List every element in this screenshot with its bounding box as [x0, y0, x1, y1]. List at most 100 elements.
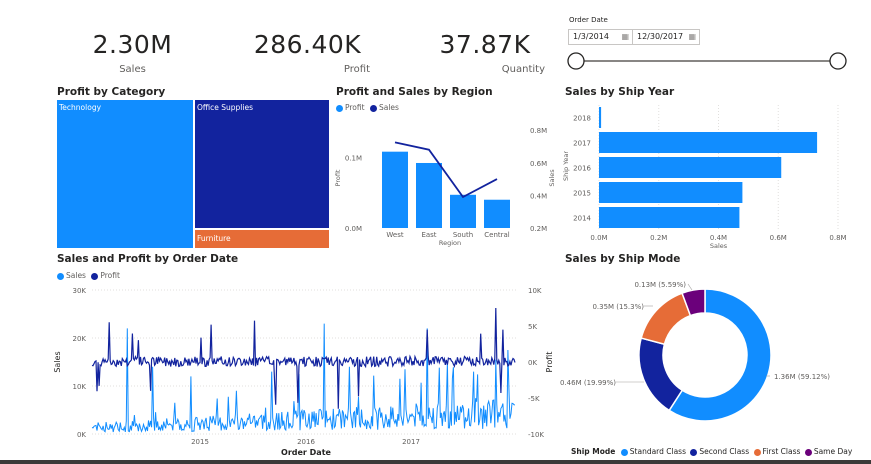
- calendar-icon[interactable]: ▦: [688, 32, 696, 41]
- kpi-sales-label: Sales: [119, 64, 146, 75]
- legend-standard-class[interactable]: Standard Class: [629, 447, 687, 456]
- y2-axis-label: Sales: [548, 169, 556, 187]
- legend-dot-icon: [336, 104, 343, 112]
- bar-profit-south: [450, 194, 476, 228]
- x-tick-label: 0.8M: [829, 234, 846, 242]
- kpi-quantity-value: 37.87K: [439, 30, 531, 59]
- region-legend: Profit Sales: [336, 103, 399, 112]
- y-tick-label: 0.0M: [345, 225, 362, 233]
- y2-tick-label: 5K: [528, 323, 537, 331]
- legend-same-day[interactable]: Same Day: [813, 447, 853, 456]
- order-date-label: Order Date: [569, 16, 608, 24]
- x-axis-label: Sales: [710, 242, 728, 250]
- y2-tick-label: 0.4M: [530, 192, 547, 200]
- ship-year-title: Sales by Ship Year: [565, 86, 675, 98]
- legend-sales[interactable]: Sales: [66, 271, 86, 280]
- ship-mode-title: Sales by Ship Mode: [565, 253, 681, 265]
- date-range-slider[interactable]: [565, 50, 850, 72]
- x-axis-label: Region: [439, 239, 461, 247]
- x-tick-label: 2017: [402, 438, 420, 446]
- legend-dot-icon: [91, 272, 99, 280]
- y2-tick-label: 0.6M: [530, 160, 547, 168]
- slice-standard-class: [668, 288, 772, 422]
- legend-second-class[interactable]: Second Class: [699, 447, 750, 456]
- start-date-input[interactable]: 1/3/2014 ▦: [568, 29, 633, 45]
- bar-profit-central: [484, 199, 510, 228]
- y-axis-label: Sales: [53, 351, 62, 372]
- y-tick-label: 0.1M: [345, 154, 362, 162]
- treemap-office-supplies[interactable]: Office Supplies: [195, 100, 329, 228]
- y-tick-label: 2018: [573, 115, 591, 123]
- slice-second-class: [638, 337, 684, 412]
- kpi-profit-value: 286.40K: [253, 30, 362, 59]
- ship-mode-legend: Ship Mode Standard Class Second Class Fi…: [571, 447, 852, 456]
- legend-first-class[interactable]: First Class: [762, 447, 801, 456]
- y2-tick-label: 0K: [528, 359, 537, 367]
- legend-dot-icon: [620, 448, 628, 456]
- slice-first-class: [640, 292, 692, 346]
- legend-dot-icon: [690, 448, 698, 456]
- legend-profit[interactable]: Profit: [345, 103, 365, 112]
- legend-sales[interactable]: Sales: [378, 103, 399, 112]
- legend-dot-icon: [753, 448, 761, 456]
- end-date-input[interactable]: 12/30/2017 ▦: [632, 29, 700, 45]
- data-label: 0.46M (19.99%): [560, 379, 616, 387]
- data-label: 0.13M (5.59%): [634, 281, 686, 289]
- y-tick-label: 30K: [73, 287, 87, 295]
- bar-profit-east: [416, 162, 442, 228]
- treemap-furniture[interactable]: Furniture: [195, 230, 329, 248]
- calendar-icon[interactable]: ▦: [621, 32, 629, 41]
- y2-tick-label: 0.2M: [530, 225, 547, 233]
- line-profit: [91, 307, 516, 409]
- treemap-label: Office Supplies: [197, 103, 254, 112]
- y2-axis-label: Profit: [545, 352, 554, 373]
- x-tick-label: 2016: [297, 438, 315, 446]
- y-tick-label: 10K: [73, 383, 87, 391]
- order-date-chart: 0K 10K 20K 30K -10K -5K 0K 5K 10K Sales Profit 2015…: [53, 287, 554, 457]
- y-tick-label: 0K: [77, 431, 86, 439]
- y-axis-label: Ship Year: [562, 151, 570, 181]
- x-tick-label: East: [421, 231, 436, 239]
- x-tick-label: 2015: [191, 438, 209, 446]
- bar-2017: [599, 132, 818, 153]
- region-chart-title: Profit and Sales by Region: [336, 86, 493, 98]
- legend-dot-icon: [57, 272, 64, 280]
- treemap-technology[interactable]: Technology: [57, 100, 193, 248]
- kpi-quantity-label: Quantity: [501, 64, 545, 75]
- y2-tick-label: -5K: [528, 395, 540, 403]
- x-tick-label: 0.0M: [590, 234, 607, 242]
- treemap-title: Profit by Category: [57, 86, 166, 98]
- y-tick-label: 20K: [73, 335, 87, 343]
- y-axis-label: Profit: [334, 169, 342, 186]
- x-tick-label: West: [386, 231, 403, 239]
- data-label: 0.35M (15.3%): [592, 303, 644, 311]
- legend-dot-icon: [804, 448, 812, 456]
- x-tick-label: 0.2M: [650, 234, 667, 242]
- bar-2018: [599, 107, 602, 128]
- x-tick-label: 0.6M: [770, 234, 787, 242]
- y-tick-label: 2014: [573, 215, 591, 223]
- slider-start-handle[interactable]: [567, 52, 585, 70]
- x-tick-label: 0.4M: [710, 234, 727, 242]
- slice-same-day: [681, 288, 706, 317]
- treemap-label: Technology: [59, 103, 102, 112]
- x-tick-label: Central: [484, 231, 510, 239]
- y2-tick-label: 0.8M: [530, 127, 547, 135]
- legend-title: Ship Mode: [571, 447, 616, 456]
- x-tick-label: South: [453, 231, 473, 239]
- y-tick-label: 2015: [573, 190, 591, 198]
- bar-profit-west: [382, 151, 408, 228]
- treemap-label: Furniture: [197, 234, 231, 243]
- slider-end-handle[interactable]: [829, 52, 847, 70]
- line-sales: [394, 141, 498, 199]
- y-tick-label: 2017: [573, 140, 591, 148]
- start-date-value: 1/3/2014: [573, 32, 609, 41]
- line-sales: [91, 323, 516, 433]
- kpi-profit-label: Profit: [343, 64, 370, 75]
- region-chart: 0.0M 0.1M 0.2M 0.4M 0.6M 0.8M Profit Sales West E…: [334, 127, 556, 247]
- y2-tick-label: 10K: [528, 287, 542, 295]
- x-axis-label: Order Date: [281, 448, 331, 457]
- legend-profit[interactable]: Profit: [100, 271, 120, 280]
- bar-2016: [599, 157, 782, 178]
- label-leader-line: [687, 283, 693, 291]
